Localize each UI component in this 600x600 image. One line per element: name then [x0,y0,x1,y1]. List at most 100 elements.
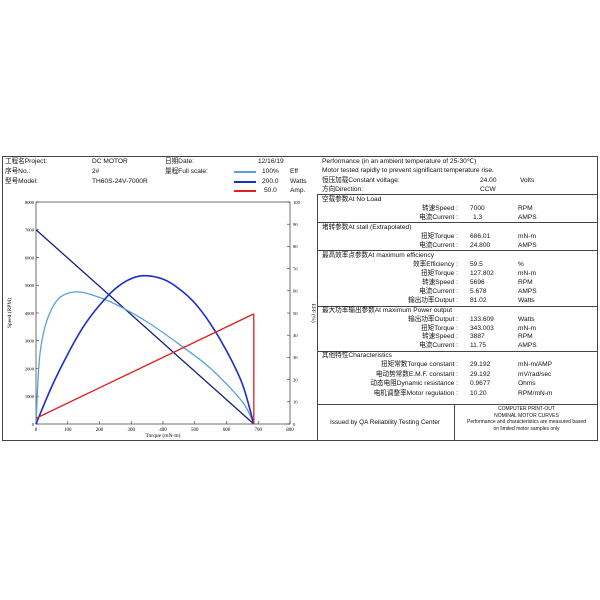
series-speed-line [35,229,255,425]
x-tick-label: 700 [255,428,263,433]
stall-torque-label: 扭矩Torque : [420,233,458,240]
y-tick-label: 5000 [25,283,35,288]
no-load-speed-value: 7000 [470,205,485,212]
performance-panel: Performance (in an ambient temperature o… [318,156,598,441]
stall-current-unit: AMPS [518,242,537,249]
max-power-row-unit: AMPS [518,342,537,350]
y-tick-label: 0 [32,422,35,427]
max-eff-row-value: 5.678 [470,288,487,295]
voltage-label: 恒压加载Constant voltage: [322,177,400,184]
chart-panel: 0 100 200 300 400 500 600 700 800 0 1000 2000 3000 4… [2,194,318,441]
max-eff-row-unit: AMPS [518,288,537,295]
x-tick-label: 100 [64,428,72,433]
characteristic-row-label: 电机调整率Motor regulation : [373,389,458,397]
y2-tick-label: 100 [293,200,301,205]
model-value: TH60S-24V-7000R [92,178,148,185]
characteristic-row-value: 10.20 [470,389,487,397]
legend-eff-value: 100% [262,168,279,175]
no-value: 2# [92,168,100,175]
max-eff-row-unit: % [518,261,524,268]
y2-tick-label: 40 [293,333,298,338]
performance-chart: 0 100 200 300 400 500 600 700 800 01000200030004… [6,200,317,439]
footer-divider [454,404,455,441]
project-value: DC MOTOR [92,158,128,165]
legend-amp-value: 50.0 [264,187,277,194]
divider [318,222,598,223]
legend-watts-unit: Watts [290,178,307,185]
footer-note-1: COMPUTER PRINT-OUT [498,406,555,412]
max-eff-row-value: 127.802 [470,270,494,277]
characteristics-title: 其他特性Characteristics [322,352,392,359]
no-label: 序号No.: [5,168,31,175]
max-power-row-unit: mN-m [518,324,536,332]
footer-note-4: on limited motor samples only [493,425,560,432]
divider [318,194,598,195]
characteristic-row-value: 29.192 [470,361,491,368]
max-eff-row-value: 81.02 [470,297,487,304]
y2-tick-label: 80 [293,244,298,249]
x-tick-label: 200 [96,428,104,433]
y2-tick-label: 30 [293,355,298,360]
stall-current-value: 24.800 [470,242,491,249]
model-label: 型号Model: [5,178,38,185]
legend-amp-unit: Amp. [290,187,306,194]
characteristic-row-label: 动态电阻Dynamic resistance : [370,380,458,387]
y-tick-label: 2000 [25,366,35,371]
legend-eff-swatch [234,171,256,173]
y2-ticks: 0 10 20 30 40 50 60 70 80 90 100 [287,200,301,427]
characteristic-row-unit: Ohms [518,380,536,387]
date-value: 12/16/19 [258,158,284,165]
characteristic-row-value: 0.9677 [470,380,491,387]
fullscale-label: 量程Full scale: [165,168,208,175]
direction-value: CCW [480,186,496,193]
max-power-row-unit: RPM [518,333,533,341]
max-power-title: 最大功率输出参数At maximum Power output [322,307,453,314]
no-load-title: 空载参数At No Load [322,196,382,203]
y2-tick-label: 0 [293,422,296,427]
voltage-unit: Volts [520,177,535,184]
legend-watts-swatch [234,181,256,183]
max-power-row-label: 电流Current : [419,342,458,350]
no-load-speed-unit: RPM [518,205,533,212]
no-load-current-unit: AMPS [518,214,537,221]
stall-torque-value: 686.01 [470,233,491,240]
max-eff-row-label: 效率Efficiency : [413,261,458,268]
y2-tick-label: 60 [293,289,298,294]
series-eff-line [35,291,255,425]
y-tick-label: 3000 [25,339,35,344]
y-ticks: 0 1000 2000 3000 4000 5000 6000 7000 8000 [25,200,39,427]
max-eff-row-value: 5696 [470,279,485,286]
footer-notes: COMPUTER PRINT-OUT NOMINAL MOTOR CURVES … [455,406,598,432]
x-tick-label: 300 [128,428,136,433]
max-eff-row-unit: mN-m [518,270,536,277]
series-layer [35,229,255,425]
y2-axis-label: EFF (%) [310,303,317,322]
divider [318,404,598,405]
y2-tick-label: 20 [293,377,298,382]
footer-note-2: NOMINAL MOTOR CURVES [494,412,559,419]
no-load-speed-label: 转速Speed : [422,205,458,212]
max-eff-row-label: 电流Current : [419,288,458,295]
plot-frame [35,201,291,425]
max-eff-title: 最高效率点参数At maximum efficiency [322,252,434,259]
x-axis-label: Torque (mN-m) [146,432,181,439]
characteristic-row-label: 电动势常数E.M.F. constant : [375,370,458,378]
divider [318,250,598,251]
no-load-current-label: 电流Current : [419,214,458,221]
footer-note-3: Performance and characteristics are meas… [467,419,586,425]
y-tick-label: 4000 [25,311,35,316]
divider [318,351,598,352]
max-eff-row-label: 扭矩Torque : [420,270,458,277]
characteristic-row-unit: mV/rad/sec [518,370,552,378]
issued-by: Issued by QA Reliability Testing Center [330,419,440,426]
no-load-current-value: 1.3 [473,214,483,221]
y-tick-label: 1000 [25,394,35,399]
characteristic-row-value: 29.192 [470,370,491,378]
y2-tick-label: 50 [293,311,298,316]
header-info: 工程名Project: DC MOTOR 日期Date: 12/16/19 序号… [2,156,318,194]
report-sheet [2,156,598,441]
y-tick-label: 7000 [25,228,35,233]
max-power-row-value: 11.75 [470,342,487,350]
max-power-row-label: 转速Speed : [422,333,458,341]
y2-tick-label: 70 [293,266,298,271]
